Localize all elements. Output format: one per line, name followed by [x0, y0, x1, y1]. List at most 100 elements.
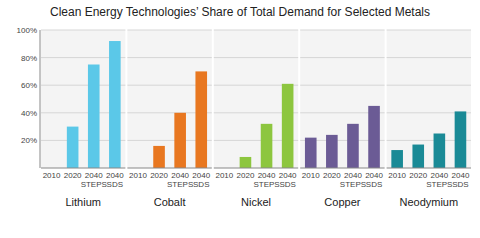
bar	[261, 124, 273, 168]
x-tick-label: 2040SDS	[106, 171, 124, 189]
x-tick-label-line: 2010	[215, 171, 233, 180]
x-tick-label-line: 2020	[409, 171, 427, 180]
grid-line	[127, 30, 211, 31]
x-axis-line	[41, 168, 125, 169]
x-tick-label-line: 2040	[279, 171, 297, 180]
chart: Clean Energy Technologies’ Share of Tota…	[0, 0, 480, 238]
x-tick-label-line: 2020	[237, 171, 255, 180]
x-tick-label: 2020	[409, 171, 427, 180]
x-tick-label-line: 2010	[43, 171, 61, 180]
bar	[109, 41, 121, 168]
panel-label: Neodymium	[399, 196, 458, 208]
x-axis-line	[387, 168, 471, 169]
panel-label: Cobalt	[154, 196, 186, 208]
x-tick-label-line: 2020	[150, 171, 168, 180]
x-tick-label: 2010	[43, 171, 61, 180]
x-tick-label-line: STEPS	[253, 180, 279, 189]
x-tick-label: 2040SDS	[452, 171, 470, 189]
grid-line	[300, 85, 384, 86]
x-tick-label-line: 2040	[85, 171, 103, 180]
bar	[282, 84, 294, 168]
grid-line	[41, 30, 125, 31]
panel: 201020202040STEPS2040SDSLithium	[41, 30, 125, 208]
x-tick-label-line: 2010	[302, 171, 320, 180]
bar	[240, 157, 252, 168]
bars	[391, 111, 466, 168]
y-tick-label: 20%	[21, 136, 37, 145]
bars	[240, 84, 294, 168]
x-tick-label-line: 2040	[258, 171, 276, 180]
y-axis-line	[40, 30, 41, 168]
x-tick-label: 2020	[64, 171, 82, 180]
x-tick-label: 2010	[388, 171, 406, 180]
grid-line	[387, 85, 471, 86]
x-tick-label: 2010	[215, 171, 233, 180]
y-tick-label: 40%	[21, 109, 37, 118]
x-tick-label-line: 2010	[129, 171, 147, 180]
grid-line	[300, 30, 384, 31]
bar	[195, 71, 207, 168]
bar	[368, 106, 380, 168]
x-tick-label-line: 2020	[323, 171, 341, 180]
x-tick-label-line: SDS	[279, 180, 295, 189]
panel: 201020202040STEPS2040SDSCopper	[300, 30, 384, 208]
x-tick-label: 2020	[323, 171, 341, 180]
x-tick-label-line: 2040	[452, 171, 470, 180]
y-tick-label: 80%	[21, 54, 37, 63]
x-tick-label-line: SDS	[193, 180, 209, 189]
x-tick-label-line: STEPS	[167, 180, 193, 189]
bar	[67, 127, 79, 168]
grid-line	[387, 57, 471, 58]
plot-background	[300, 30, 384, 168]
plot-background	[127, 30, 211, 168]
x-tick-label-line: 2040	[171, 171, 189, 180]
x-tick-label: 2040STEPS	[340, 171, 366, 189]
panel: 201020202040STEPS2040SDSNeodymium	[387, 30, 471, 208]
panel-label: Lithium	[65, 196, 100, 208]
panel: 201020202040STEPS2040SDSNickel	[214, 30, 298, 208]
bar	[174, 113, 186, 168]
bars	[67, 41, 121, 168]
bar	[326, 135, 338, 168]
x-tick-label: 2010	[302, 171, 320, 180]
title: Clean Energy Technologies’ Share of Tota…	[50, 5, 430, 19]
x-tick-label-line: SDS	[366, 180, 382, 189]
x-tick-label: 2040SDS	[279, 171, 297, 189]
x-tick-label: 2040STEPS	[426, 171, 452, 189]
bar	[434, 134, 446, 169]
x-tick-label-line: 2020	[64, 171, 82, 180]
bar	[305, 138, 317, 168]
x-tick-label: 2040STEPS	[253, 171, 279, 189]
bar	[347, 124, 359, 168]
x-tick-label-line: SDS	[452, 180, 468, 189]
bar	[153, 146, 165, 168]
x-tick-label: 2020	[150, 171, 168, 180]
x-tick-label: 2040STEPS	[167, 171, 193, 189]
x-tick-label: 2040SDS	[365, 171, 383, 189]
x-tick-label: 2020	[237, 171, 255, 180]
bar	[391, 150, 403, 168]
x-tick-label-line: 2040	[106, 171, 124, 180]
y-tick-label: 60%	[21, 81, 37, 90]
x-axis-line	[300, 168, 384, 169]
x-tick-label: 2040SDS	[192, 171, 210, 189]
bar	[455, 111, 467, 168]
x-tick-label-line: STEPS	[81, 180, 107, 189]
x-tick-label-line: 2010	[388, 171, 406, 180]
x-tick-label: 2010	[129, 171, 147, 180]
panel-label: Nickel	[241, 196, 271, 208]
plot-background	[214, 30, 298, 168]
x-tick-label-line: 2040	[430, 171, 448, 180]
bar	[412, 145, 424, 168]
x-tick-label-line: 2040	[365, 171, 383, 180]
x-tick-label-line: 2040	[192, 171, 210, 180]
grid-line	[214, 57, 298, 58]
panel-label: Copper	[324, 196, 360, 208]
grid-line	[127, 57, 211, 58]
x-axis-line	[214, 168, 298, 169]
grid-line	[300, 57, 384, 58]
x-tick-label-line: STEPS	[340, 180, 366, 189]
plot-background	[387, 30, 471, 168]
x-tick-label: 2040STEPS	[81, 171, 107, 189]
grid-line	[387, 30, 471, 31]
